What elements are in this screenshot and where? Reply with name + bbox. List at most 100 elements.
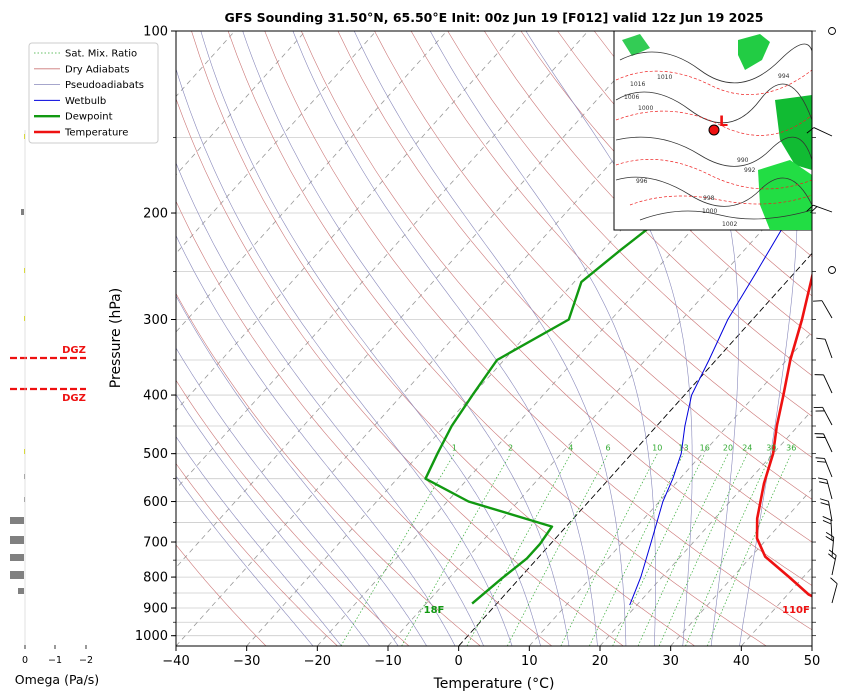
mixing-ratio-line (612, 453, 706, 646)
x-tick-label: 50 (804, 654, 821, 669)
pseudoadiabat-line (176, 234, 456, 646)
wind-barb (813, 406, 833, 426)
dry-adiabat-line (301, 31, 812, 586)
map-label: 1002 (722, 221, 737, 228)
map-low-label: L (719, 114, 728, 130)
barb-shaft (823, 374, 833, 394)
chart-title: GFS Sounding 31.50°N, 65.50°E Init: 00z … (225, 10, 764, 25)
isotherm-line (246, 31, 801, 646)
map-green-area (758, 160, 812, 230)
legend-label: Dewpoint (65, 112, 113, 123)
barb-flag (830, 577, 838, 585)
mixing-ratio-label: 20 (723, 444, 733, 453)
map-label: 1006 (624, 94, 639, 101)
pseudoadiabat-line (200, 31, 541, 646)
plot-frame (175, 30, 813, 647)
wind-barb (806, 127, 833, 137)
barb-flag (828, 549, 837, 556)
map-label: 990 (737, 157, 749, 164)
pseudoadiabat-line (176, 162, 484, 646)
omega-panel: DGZ DGZ 0 −1 −2 Omega (Pa/s) (10, 130, 99, 687)
mixing-ratio-line (340, 453, 455, 646)
isotherm-line (317, 95, 812, 646)
map-contour-red (615, 69, 812, 95)
dry-adiabat-line (447, 31, 812, 417)
barb-flag (819, 498, 829, 502)
omega-tick-label: −2 (79, 655, 93, 666)
dry-adiabat-line (227, 31, 767, 646)
wind-barb (814, 433, 833, 453)
barb-shaft (813, 204, 833, 213)
mixing-ratio-label: 36 (786, 444, 796, 453)
mixing-ratio-label: 2 (508, 444, 513, 453)
temperature-surface-label: 110F (782, 605, 810, 616)
isotherm-line (599, 409, 812, 646)
barb-flag (825, 535, 834, 542)
map-contour (615, 136, 812, 167)
dgz-label-bottom: DGZ (62, 393, 86, 404)
pseudoadiabat-line (176, 347, 399, 646)
map-label: 998 (703, 195, 715, 202)
map-green-area (738, 34, 770, 70)
x-tick-label: 20 (592, 654, 609, 669)
isotherm-line (176, 31, 660, 569)
pseudoadiabat-line (176, 475, 314, 646)
map-contour (615, 83, 812, 124)
barb-shaft (831, 537, 835, 558)
barb-flag (822, 516, 832, 521)
dry-adiabat-line (176, 379, 410, 646)
y-tick-label: 400 (143, 389, 168, 404)
dry-adiabat-line (337, 31, 812, 543)
pseudoadiabat-line (176, 67, 513, 646)
wind-barb (813, 300, 833, 319)
barb-shaft (831, 583, 838, 604)
x-tick-label: −30 (233, 654, 260, 669)
legend-label: Wetbulb (65, 96, 106, 107)
wind-barb (828, 549, 837, 576)
dry-adiabat-line (176, 463, 338, 646)
dgz-label-top: DGZ (62, 345, 86, 356)
mixing-ratio-label: 4 (568, 444, 573, 453)
mixing-ratio-line (589, 453, 684, 646)
wind-barb (806, 204, 833, 214)
mixing-ratio-line (706, 453, 792, 646)
pseudoadiabat-line (176, 393, 371, 646)
map-contour-red (629, 194, 812, 206)
mixing-ratio-line (685, 453, 772, 646)
barb-flag (814, 374, 824, 376)
mixing-ratio-label: 6 (606, 444, 611, 453)
barb-flag (806, 204, 814, 212)
barb-shaft (821, 300, 833, 319)
barb-shaft (813, 127, 833, 137)
map-label: 1000 (638, 105, 653, 112)
y-tick-label: 600 (143, 495, 168, 510)
mixing-ratio-label: 10 (652, 444, 662, 453)
barb-flag (817, 477, 827, 481)
barb-flag (813, 406, 823, 409)
map-contour-red (615, 110, 812, 136)
pseudoadiabat-line (292, 31, 598, 646)
wind-barb (816, 337, 833, 359)
map-contour (615, 176, 812, 207)
wind-barb (830, 577, 838, 604)
barb-flag (825, 532, 834, 538)
mixing-ratio-line (401, 453, 511, 646)
dry-adiabat-line (557, 31, 812, 297)
barb-shaft (824, 458, 833, 478)
legend-label: Temperature (64, 128, 128, 139)
y-axis-label: Pressure (hPa) (108, 288, 124, 388)
barb-shaft (828, 501, 833, 522)
x-tick-label: −10 (374, 654, 401, 669)
mixing-ratio-line (658, 453, 748, 646)
barb-flag (806, 127, 815, 134)
dry-adiabat-line (176, 544, 267, 646)
y-tick-label: 1000 (135, 629, 168, 644)
x-tick-label: 40 (733, 654, 750, 669)
barb-flag (828, 553, 836, 560)
pseudoadiabat-line (644, 31, 739, 646)
mixing-ratio-label: 16 (700, 444, 710, 453)
mixing-ratio-label: 1 (452, 444, 457, 453)
barb-shaft (826, 479, 833, 500)
barb-shaft (823, 433, 833, 453)
dry-adiabat-line (176, 292, 481, 646)
